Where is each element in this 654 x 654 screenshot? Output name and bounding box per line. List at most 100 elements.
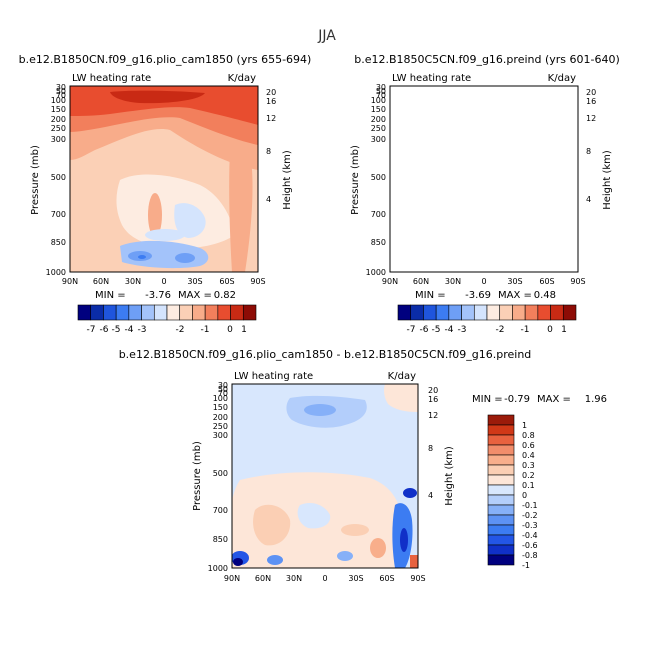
y-axis-title: Pressure (mb) <box>192 441 203 511</box>
y-tick-label: 50 <box>376 87 386 96</box>
height-tick-label: 20 <box>586 88 596 97</box>
colorbar-label: 1 <box>241 325 247 335</box>
colorbar-swatch <box>499 304 513 321</box>
colorbar-swatch <box>90 304 104 321</box>
x-axis: 90N 60N 30N 0 30S 60S 90S <box>382 277 586 286</box>
x-axis: 90N 60N 30N 0 30S 60S 90S <box>62 277 266 286</box>
south-surface-warm <box>410 555 418 568</box>
y-tick-label: 1000 <box>208 564 228 573</box>
upper-cool-core <box>304 404 336 416</box>
stats-line: MIN = -0.79 MAX = 1.96 <box>472 394 607 405</box>
colorbar-swatch <box>103 304 117 321</box>
y2-axis-title: Height (km) <box>282 150 293 210</box>
colorbar-label: -6 <box>100 325 109 335</box>
colorbar-swatch <box>230 304 244 321</box>
colorbar-swatch <box>473 304 488 321</box>
y-tick-label: 100 <box>213 394 228 403</box>
colorbar-label: 0.2 <box>522 471 535 480</box>
colorbar-label: -5 <box>432 325 441 335</box>
colorbar-label: -3 <box>138 325 147 335</box>
y-tick-label: 70 <box>376 91 386 100</box>
colorbar-swatch <box>487 454 515 466</box>
y-tick-label: 30 <box>376 83 386 92</box>
colorbar-label: -7 <box>87 325 96 335</box>
panel-pliocene: b.e12.B1850CN.f09_g16.plio_cam1850 (yrs … <box>19 53 312 335</box>
x-tick-label: 90S <box>410 574 425 583</box>
colorbar: -7 -6 -5 -4 -3 -2 -1 0 1 <box>77 304 257 335</box>
y-tick-label: 850 <box>51 238 66 247</box>
colorbar-swatch <box>487 424 515 436</box>
colorbar-swatch <box>487 474 515 486</box>
stats-min-value: -3.69 <box>465 290 491 301</box>
panel-difference: b.e12.B1850CN.f09_g16.plio_cam1850 - b.e… <box>119 348 607 583</box>
y-tick-label: 70 <box>218 389 228 398</box>
colorbar-swatch <box>512 304 526 321</box>
height-tick-label: 4 <box>586 195 591 204</box>
stats-line: MIN = -3.76 MAX = 0.82 <box>95 290 236 301</box>
colorbar-label: -1 <box>522 561 530 570</box>
colorbar-swatch <box>77 304 92 321</box>
colorbar-swatch <box>242 304 257 321</box>
y-tick-label: 200 <box>371 115 386 124</box>
y-tick-label: 50 <box>56 87 66 96</box>
y-axis-title: Pressure (mb) <box>350 145 361 215</box>
colorbar: -7 -6 -5 -4 -3 -2 -1 0 1 <box>397 304 577 335</box>
colorbar-swatch <box>487 504 515 516</box>
height-tick-label: 4 <box>266 195 271 204</box>
y-tick-label: 300 <box>213 431 228 440</box>
x-axis: 90N 60N 30N 0 30S 60S 90S <box>224 574 426 583</box>
colorbar-swatch <box>397 304 412 321</box>
south-warm-column <box>549 148 572 272</box>
stats-min-label: MIN = <box>472 394 503 405</box>
height-tick-label: 8 <box>586 147 591 156</box>
units-label: K/day <box>388 371 416 382</box>
panel-title: b.e12.B1850CN.f09_g16.plio_cam1850 (yrs … <box>19 53 312 66</box>
y-tick-label: 200 <box>51 115 66 124</box>
height-tick-label: 20 <box>266 88 276 97</box>
colorbar-swatch <box>448 304 462 321</box>
colorbar-label: -2 <box>496 325 505 335</box>
lower-blue-core <box>175 253 195 263</box>
y-axis-left: 30 50 70 100 150 200 250 300 500 700 850… <box>46 83 66 277</box>
colorbar-label: 0 <box>522 491 527 500</box>
lower-warm-spot <box>370 538 386 558</box>
colorbar-label: 0.4 <box>522 451 535 460</box>
colorbar-swatch <box>461 304 475 321</box>
colorbar-label: 0 <box>227 325 233 335</box>
colorbar-swatch <box>487 554 515 566</box>
colorbar-swatch <box>487 414 515 426</box>
y-tick-label: 500 <box>213 469 228 478</box>
x-tick-label: 90N <box>382 277 398 286</box>
colorbar-swatch <box>153 304 168 321</box>
colorbar-swatch <box>166 304 181 321</box>
colorbar-label: 0.6 <box>522 441 535 450</box>
x-tick-label: 30S <box>187 277 202 286</box>
y-axis-right: 20 16 12 8 4 <box>586 88 596 204</box>
y-tick-label: 200 <box>213 413 228 422</box>
midlevel-blue <box>174 203 206 238</box>
plot-frame <box>69 85 259 273</box>
plot-frame <box>389 85 579 273</box>
x-tick-label: 60N <box>255 574 271 583</box>
southern-midlevel-core <box>403 488 417 498</box>
colorbar-label: -7 <box>407 325 416 335</box>
tropopause-band <box>390 86 578 125</box>
colorbar-swatch <box>487 534 515 546</box>
colorbar-swatch <box>524 304 539 321</box>
x-tick-label: 30N <box>445 277 461 286</box>
colorbar-label: -4 <box>125 325 134 335</box>
x-tick-label: 60S <box>539 277 554 286</box>
colorbar-swatch <box>537 304 551 321</box>
x-tick-label: 60S <box>379 574 394 583</box>
lower-blue <box>440 241 528 268</box>
lower-blue-spot <box>138 255 146 259</box>
y-tick-label: 70 <box>56 91 66 100</box>
colorbar-label: 1 <box>561 325 567 335</box>
stats-min-value: -3.76 <box>145 290 171 301</box>
stats-line: MIN = -3.69 MAX = 0.48 <box>415 290 556 301</box>
y-tick-label: 1000 <box>46 268 66 277</box>
colorbar-label: -0.3 <box>522 521 538 530</box>
colorbar-swatch <box>487 494 515 506</box>
y-tick-label: 850 <box>371 238 386 247</box>
